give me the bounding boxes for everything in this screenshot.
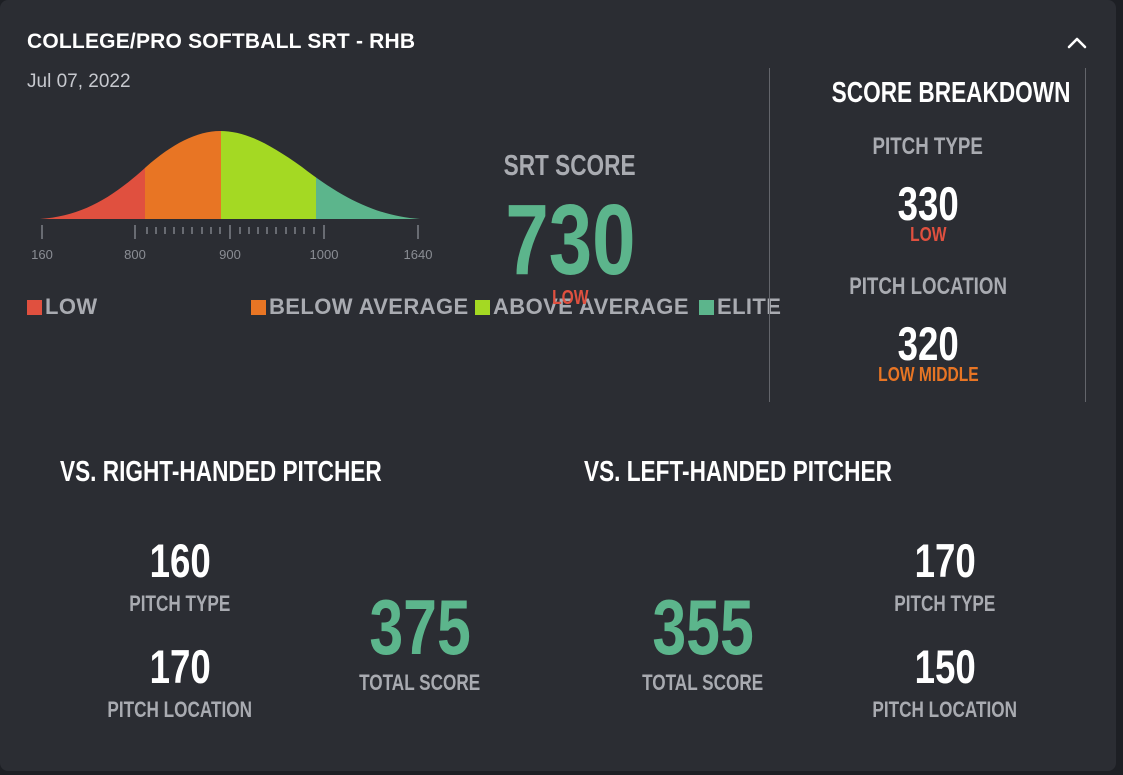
tick-label-800: 800 [124, 247, 146, 262]
curve-segment-elite [316, 131, 420, 219]
vs-left-handed-title: VS. LEFT-HANDED PITCHER [584, 456, 892, 488]
divider-right [1085, 68, 1086, 402]
srt-score-value: 730 [504, 184, 636, 296]
vs-left-total-score-value: 355 [652, 583, 754, 671]
vs-right-handed-title: VS. RIGHT-HANDED PITCHER [60, 456, 382, 488]
legend-swatch-elite [699, 299, 714, 315]
score-distribution-curve: 160 800 900 1000 1640 [31, 131, 433, 262]
breakdown-pitch-location-label: PITCH LOCATION [849, 273, 1007, 300]
collapse-button[interactable] [1062, 30, 1092, 54]
srt-score-level: LOW [551, 287, 589, 309]
axis-ticks [41, 225, 419, 239]
tick-label-1000: 1000 [310, 247, 339, 262]
tick-label-900: 900 [219, 247, 241, 262]
legend-label-elite: ELITE [717, 294, 782, 319]
breakdown-pitch-type-label: PITCH TYPE [872, 133, 984, 160]
srt-score-label: SRT SCORE [504, 150, 636, 182]
divider-left [769, 68, 770, 402]
report-title: COLLEGE/PRO SOFTBALL SRT - RHB [27, 30, 416, 53]
vs-left-pitch-type-value: 170 [914, 534, 976, 587]
report-date: Jul 07, 2022 [27, 71, 131, 92]
breakdown-pitch-type-value: 330 [897, 177, 959, 230]
legend-swatch-above-average [475, 299, 490, 315]
vs-right-pitch-type-value: 160 [149, 534, 211, 587]
vs-right-total-score-value: 375 [369, 583, 471, 671]
legend-swatch-below-average [251, 299, 266, 315]
legend-label-above-average: ABOVE AVERAGE [493, 294, 689, 319]
vs-right-pitch-location-value: 170 [149, 640, 211, 693]
vs-right-total-score-label: TOTAL SCORE [359, 670, 481, 695]
vs-left-pitch-type-label: PITCH TYPE [894, 591, 996, 616]
curve-segment-above-average [221, 131, 316, 219]
tick-label-1640: 1640 [404, 247, 433, 262]
vs-left-pitch-location-value: 150 [914, 640, 976, 693]
vs-right-pitch-location-label: PITCH LOCATION [107, 697, 253, 722]
legend-swatch-low [27, 299, 42, 315]
tick-label-160: 160 [31, 247, 53, 262]
breakdown-pitch-type-level: LOW [909, 224, 947, 246]
vs-left-total-score-label: TOTAL SCORE [642, 670, 764, 695]
vs-left-pitch-location-label: PITCH LOCATION [872, 697, 1018, 722]
curve-segment-below-average [145, 131, 221, 219]
breakdown-pitch-location-level: LOW MIDDLE [877, 364, 979, 386]
chevron-up-icon [1067, 37, 1087, 49]
distribution-legend: LOW BELOW AVERAGE ABOVE AVERAGE ELITE [27, 294, 923, 320]
curve-segment-low [40, 131, 145, 219]
legend-label-below-average: BELOW AVERAGE [269, 294, 469, 319]
legend-label-low: LOW [45, 294, 98, 319]
breakdown-pitch-location-value: 320 [897, 317, 959, 370]
vs-right-pitch-type-label: PITCH TYPE [129, 591, 231, 616]
score-breakdown-title: SCORE BREAKDOWN [831, 77, 1071, 109]
